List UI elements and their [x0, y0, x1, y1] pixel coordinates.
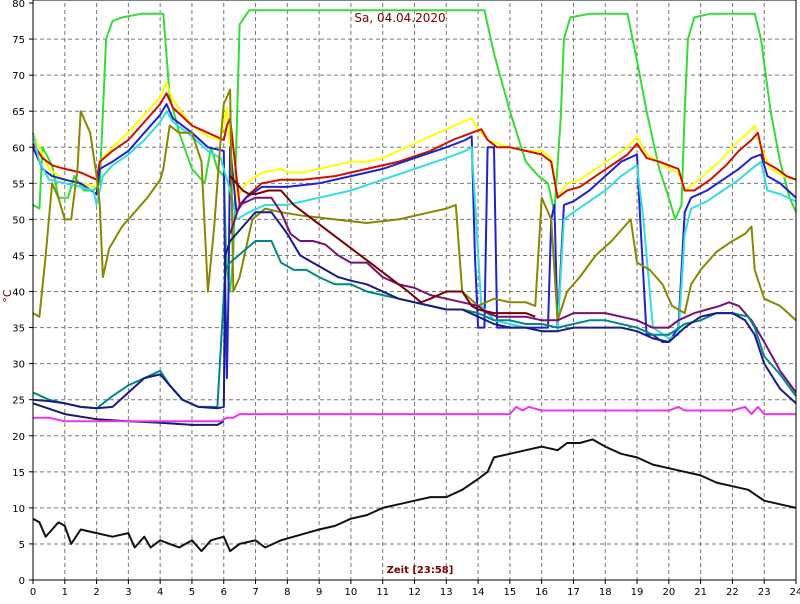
series-line-13 — [32, 438, 797, 553]
x-tick-label: 19 — [631, 587, 644, 598]
y-tick-label: 15 — [12, 468, 25, 479]
series-line-6 — [32, 88, 797, 322]
x-tick-label: 10 — [345, 587, 358, 598]
x-tick-label: 15 — [504, 587, 517, 598]
y-tick-label: 50 — [12, 215, 25, 226]
x-tick-label: 12 — [408, 587, 421, 598]
series-line-11 — [229, 175, 536, 318]
x-tick-label: 11 — [376, 587, 389, 598]
y-tick-label: 10 — [12, 504, 25, 515]
y-tick-label: 0 — [19, 576, 25, 587]
x-tick-label: 16 — [535, 587, 548, 598]
x-tick-label: 5 — [189, 587, 195, 598]
x-tick-label: 22 — [726, 587, 739, 598]
y-tick-label: 25 — [12, 396, 25, 407]
x-tick-label: 4 — [157, 587, 163, 598]
y-tick-label: 80 — [12, 0, 25, 10]
series-line-1 — [32, 9, 797, 293]
series-line-5 — [32, 110, 797, 340]
x-tick-label: 17 — [567, 587, 580, 598]
series-line-9 — [32, 211, 797, 410]
x-tick-label: 0 — [30, 587, 36, 598]
y-tick-label: 30 — [12, 360, 25, 371]
chart-title: Sa, 04.04.2020 — [354, 11, 445, 25]
y-tick-label: 65 — [12, 107, 25, 118]
y-tick-label: 20 — [12, 432, 25, 443]
x-tick-label: 20 — [662, 587, 675, 598]
y-tick-label: 60 — [12, 143, 25, 154]
x-tick-label: 23 — [758, 587, 771, 598]
x-axis-ticks: 0 1 2 3 4 5 6 7 8 9 10 11 12 13 14 15 16 17 18 19 20 21 22 23 24 — [30, 580, 800, 598]
y-tick-label: 70 — [12, 71, 25, 82]
x-tick-label: 6 — [221, 587, 227, 598]
x-tick-label: 21 — [694, 587, 707, 598]
x-tick-label: 1 — [62, 587, 68, 598]
y-tick-label: 5 — [19, 540, 25, 551]
x-tick-label: 2 — [93, 587, 99, 598]
x-tick-label: 14 — [472, 587, 485, 598]
y-tick-label: 40 — [12, 288, 25, 299]
series-line-3 — [32, 92, 797, 206]
x-tick-label: 7 — [252, 587, 258, 598]
y-tick-label: 55 — [12, 179, 25, 190]
series-line-12 — [33, 405, 796, 423]
y-tick-label: 75 — [12, 35, 25, 46]
series-lines — [32, 9, 797, 553]
x-tick-label: 13 — [440, 587, 453, 598]
x-axis-label: Zeit [23:58] — [387, 565, 454, 576]
x-tick-label: 9 — [316, 587, 322, 598]
x-tick-label: 24 — [790, 587, 800, 598]
grid-lines — [33, 3, 796, 580]
series-line-7 — [229, 196, 797, 394]
y-axis-ticks: 0 5 10 15 20 25 30 35 40 45 50 55 60 65 70 75 80 — [12, 0, 33, 587]
y-axis-label: °C — [1, 289, 14, 303]
x-tick-label: 18 — [599, 587, 612, 598]
y-tick-label: 35 — [12, 324, 25, 335]
y-tick-label: 45 — [12, 251, 25, 262]
x-tick-label: 3 — [125, 587, 131, 598]
x-tick-label: 8 — [284, 587, 290, 598]
